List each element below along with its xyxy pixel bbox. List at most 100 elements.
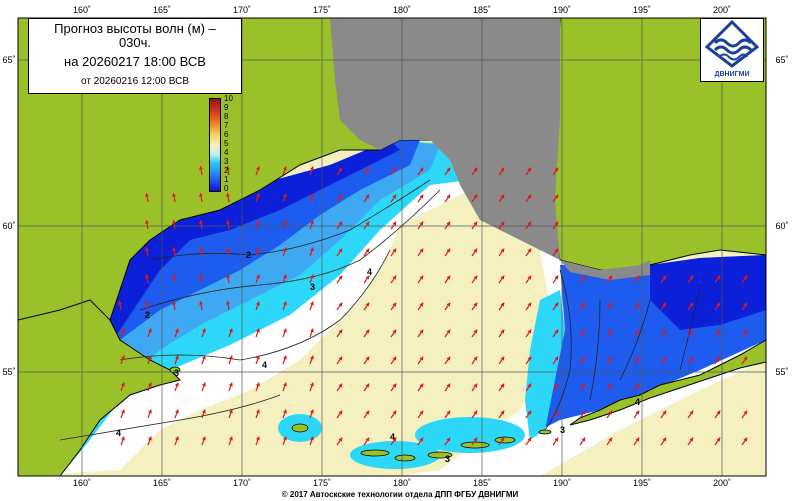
wave-direction-arrowhead	[309, 328, 314, 333]
wave-direction-arrowhead	[309, 436, 314, 441]
wave-direction-arrowhead	[662, 329, 667, 334]
wave-direction-arrowhead	[392, 437, 397, 442]
wave-direction-arrowhead	[716, 437, 721, 442]
wave-direction-arrowhead	[226, 301, 231, 305]
wave-direction-arrowhead	[172, 247, 177, 251]
wave-direction-arrowhead	[145, 220, 150, 224]
wave-direction-arrowhead	[201, 382, 206, 387]
wave-direction-arrowhead	[500, 275, 505, 280]
wave-direction-arrowhead	[473, 194, 478, 199]
wave-direction-arrowhead	[282, 382, 287, 387]
wave-direction-arrowhead	[554, 221, 559, 226]
wave-direction-arrowhead	[365, 167, 370, 172]
wave-direction-arrowhead	[689, 329, 694, 334]
lon-label: 170˚	[233, 478, 251, 488]
wave-direction-arrowhead	[473, 356, 478, 361]
east-cyan-wave-zone	[525, 290, 565, 440]
wave-direction-arrowhead	[392, 410, 397, 415]
wave-direction-arrowhead	[419, 167, 424, 172]
wave-direction-arrowhead	[608, 383, 613, 388]
legend-tick: 6	[224, 130, 229, 139]
wave-direction-arrowhead	[120, 355, 125, 360]
wave-direction-arrowhead	[282, 301, 287, 306]
wave-direction-arrowhead	[255, 166, 260, 171]
wave-contours	[59, 179, 701, 441]
wave-direction-arrowhead	[500, 383, 505, 388]
wave-direction-arrowhead	[145, 301, 150, 305]
wave-direction-arrowhead	[419, 437, 424, 442]
wave-direction-arrowhead	[338, 275, 343, 280]
legend-tick: 2	[224, 166, 229, 175]
wave-direction-arrowhead	[527, 275, 532, 280]
wave-direction-arrowhead	[255, 220, 260, 225]
wave-direction-arrowhead	[581, 275, 586, 280]
contour-label: 2	[246, 250, 251, 260]
wave-direction-arrowhead	[716, 356, 721, 361]
wave-direction-arrowhead	[282, 409, 287, 414]
wave-direction-arrowhead	[145, 193, 150, 197]
wave-direction-arrowhead	[172, 220, 177, 224]
wave-direction-arrowhead	[226, 247, 231, 251]
legend-tick: 10	[224, 94, 233, 103]
wave-direction-arrowhead	[635, 383, 640, 388]
wave-direction-arrowhead	[743, 329, 748, 334]
lon-label: 180˚	[393, 478, 411, 488]
wave-direction-arrowhead	[365, 410, 370, 415]
wave-direction-arrowhead	[716, 302, 721, 307]
wave-direction-arrowhead	[309, 274, 314, 279]
legend-tick: 7	[224, 121, 229, 130]
wave-direction-arrowhead	[608, 437, 613, 442]
wave-direction-arrowhead	[419, 383, 424, 388]
wave-direction-arrowhead	[338, 329, 343, 334]
lat-label: 55˚	[775, 367, 788, 377]
wave-direction-arrowhead	[608, 356, 613, 361]
wave-direction-arrowhead	[147, 382, 152, 387]
wave-direction-arrowhead	[365, 329, 370, 334]
east-deep-blue-wave-zone	[650, 255, 766, 330]
wave-direction-arrowhead	[309, 355, 314, 360]
wave-direction-arrowhead	[365, 275, 370, 280]
wave-direction-arrowhead	[172, 274, 177, 278]
wave-direction-arrowhead	[500, 194, 505, 199]
wave-direction-arrowhead	[446, 356, 451, 361]
forecast-title: Прогноз высоты волн (м) –	[54, 21, 216, 36]
wave-direction-arrowhead	[392, 194, 397, 199]
wave-direction-arrowhead	[365, 221, 370, 226]
lon-label: 175˚	[313, 478, 331, 488]
wave-direction-arrowhead	[365, 248, 370, 253]
wave-direction-arrowhead	[309, 409, 314, 414]
wave-direction-arrowhead	[255, 193, 260, 198]
wave-direction-arrowhead	[527, 221, 532, 226]
lon-label: 170˚	[233, 5, 251, 15]
longitude-labels-top: 160˚ 165˚ 170˚ 175˚ 180˚ 185˚ 190˚ 195˚ …	[73, 5, 731, 15]
wave-direction-arrowhead	[554, 356, 559, 361]
wave-direction-arrowhead	[145, 274, 150, 278]
wave-direction-arrowhead	[500, 302, 505, 307]
aleutian-cyan-zone-west	[350, 441, 440, 469]
wave-direction-arrowhead	[446, 275, 451, 280]
wave-direction-arrowhead	[527, 410, 532, 415]
wave-direction-arrowhead	[172, 193, 177, 197]
wave-direction-arrowhead	[419, 248, 424, 253]
wave-direction-arrowhead	[635, 410, 640, 415]
wave-height-legend: 10 9 8 7 6 5 4 3 2 1 0	[209, 94, 249, 194]
wave-direction-arrowhead	[554, 329, 559, 334]
wave-direction-arrowhead	[446, 410, 451, 415]
wave-direction-arrowhead	[199, 166, 204, 170]
wave-direction-arrowhead	[500, 437, 505, 442]
wave-direction-arrowhead	[118, 301, 123, 305]
legend-tick: 4	[224, 148, 229, 157]
map-area: 2 3 4 2 3 4 4 3 4 3 4	[17, 17, 767, 477]
wave-direction-arrowhead	[689, 302, 694, 307]
lon-label: 200˚	[713, 478, 731, 488]
wave-direction-arrowhead	[365, 194, 370, 199]
contour-label: 3	[174, 368, 179, 378]
wave-direction-arrowhead	[201, 328, 206, 333]
legend-colorbar	[209, 98, 221, 192]
wave-direction-arrowhead	[392, 167, 397, 172]
wave-direction-arrowhead	[554, 248, 559, 253]
latitude-labels-left: 65˚ 60˚ 55˚	[2, 55, 15, 377]
wave-direction-arrowhead	[446, 167, 451, 172]
wave-direction-arrowhead	[473, 383, 478, 388]
contour-label: 4	[262, 360, 267, 370]
